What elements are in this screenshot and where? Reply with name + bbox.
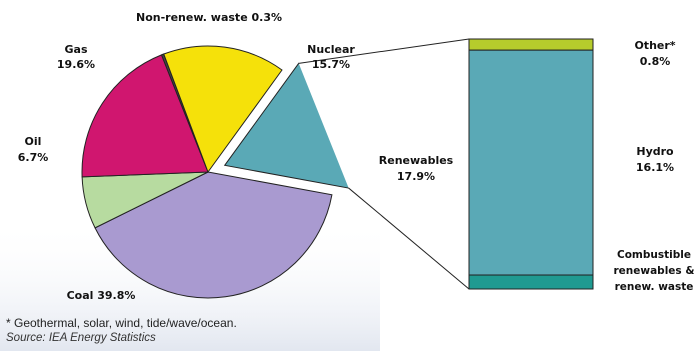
label-combustible-line2: renewables & (614, 265, 695, 277)
label-gas-value: 19.6% (57, 58, 95, 71)
connector-line-bottom (348, 187, 470, 290)
label-other-value: 0.8% (640, 55, 671, 68)
label-hydro-name: Hydro (636, 145, 674, 158)
label-nuclear-name: Nuclear (307, 43, 355, 56)
bar-segment-other (468, 38, 594, 51)
label-oil-value: 6.7% (18, 151, 49, 164)
footnote: * Geothermal, solar, wind, tide/wave/oce… (6, 316, 237, 330)
label-renewables-name: Renewables (379, 154, 454, 167)
bar-segment-combustible-renewables-renew-waste (468, 274, 594, 290)
pie-slice-nuclear (163, 45, 283, 174)
label-gas-name: Gas (65, 43, 88, 56)
connector-fill (298, 39, 469, 289)
label-combustible-line1: Combustible (617, 249, 691, 261)
pie-slice-gas (81, 54, 209, 178)
label-hydro-value: 16.1% (636, 161, 674, 174)
label-combustible-line3: renew. waste (615, 281, 694, 293)
connector (298, 38, 470, 290)
bar-segment-hydro (468, 49, 594, 276)
pie-slices (81, 45, 352, 299)
renewables-breakdown-bar (468, 38, 594, 290)
label-non-renew-waste: Non-renew. waste 0.3% (136, 11, 282, 24)
pie-slice-coal (94, 171, 333, 299)
label-nuclear-value: 15.7% (312, 58, 350, 71)
label-renewables-value: 17.9% (397, 170, 435, 183)
source-note: Source: IEA Energy Statistics (6, 332, 156, 344)
connector-line-top (298, 38, 470, 64)
label-oil-name: Oil (25, 135, 42, 148)
label-other-name: Other* (634, 39, 675, 52)
label-coal: Coal 39.8% (67, 289, 136, 302)
